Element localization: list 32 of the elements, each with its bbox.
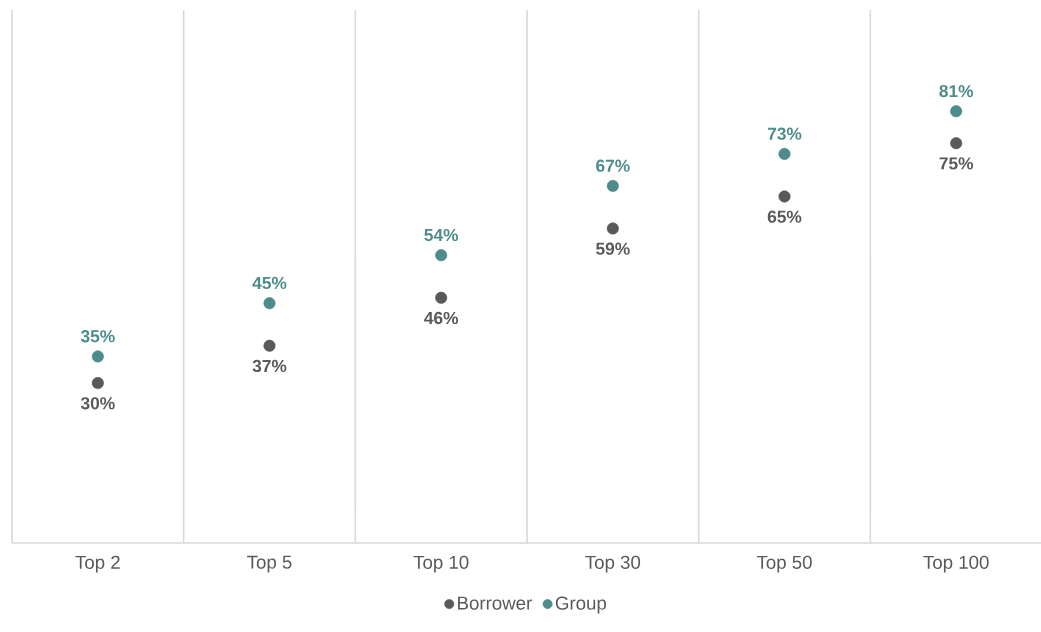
x-tick-label: Top 100 bbox=[923, 555, 989, 573]
point bbox=[263, 297, 276, 310]
point bbox=[606, 179, 619, 192]
data-label: 67% bbox=[596, 159, 630, 172]
legend-label: Borrower bbox=[458, 596, 532, 610]
x-tick-label: Top 50 bbox=[756, 555, 812, 573]
data-label: 45% bbox=[252, 276, 287, 290]
x-tick-label: Top 5 bbox=[247, 555, 292, 573]
x-tick-label: Top 2 bbox=[75, 555, 120, 573]
point bbox=[606, 222, 619, 235]
data-label: 75% bbox=[939, 157, 974, 170]
point bbox=[435, 249, 448, 262]
point bbox=[950, 137, 963, 150]
data-label: 54% bbox=[424, 228, 459, 242]
point bbox=[435, 291, 448, 304]
data-label: 65% bbox=[767, 210, 802, 223]
point bbox=[91, 350, 104, 363]
data-label: 46% bbox=[424, 311, 459, 325]
point bbox=[91, 377, 104, 390]
data-label: 59% bbox=[596, 242, 630, 255]
legend-label: Group bbox=[555, 596, 607, 614]
data-label: 35% bbox=[80, 330, 115, 343]
data-label: 37% bbox=[252, 359, 287, 373]
point bbox=[778, 147, 791, 160]
data-label: 73% bbox=[767, 127, 802, 140]
data-label: 30% bbox=[80, 397, 115, 410]
x-tick-label: Top 10 bbox=[413, 555, 469, 573]
point bbox=[778, 190, 791, 203]
point bbox=[263, 339, 276, 352]
x-tick-label: Top 30 bbox=[585, 555, 641, 573]
data-label: 81% bbox=[939, 84, 974, 98]
point bbox=[950, 105, 963, 118]
